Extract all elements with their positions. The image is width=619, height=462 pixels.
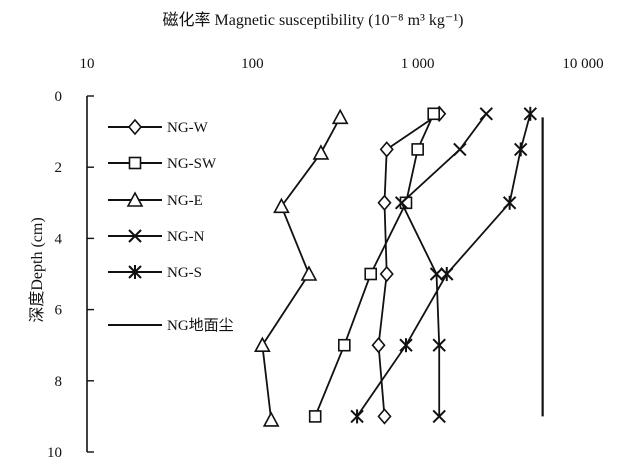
data-point [273, 197, 290, 214]
data-point [364, 267, 378, 281]
legend-item-ng-sw: NG-SW [108, 156, 217, 172]
series-line [400, 113, 487, 417]
data-point [432, 409, 446, 424]
x-tick-label: 10 [80, 56, 95, 72]
y-tick-label: 6 [55, 303, 63, 319]
x-tick-label: 1 000 [401, 56, 435, 72]
data-point [440, 267, 454, 281]
y-tick-label: 10 [47, 445, 62, 461]
series-ng-e [254, 108, 349, 427]
x-axis-ticks: 10 100 1 000 10 000 [80, 56, 604, 72]
legend-label: NG-W [167, 120, 209, 136]
data-point [377, 194, 392, 212]
data-point [514, 142, 528, 157]
legend-marker [128, 229, 142, 243]
data-point [427, 107, 440, 121]
data-point [371, 336, 386, 354]
data-point [254, 336, 271, 353]
legend-item-ng-s: NG-S [108, 265, 202, 281]
legend-item-ng-w: NG-W [108, 118, 209, 136]
y-tick-label: 0 [55, 89, 63, 105]
data-point [479, 107, 493, 121]
x-tick-label: 100 [241, 56, 264, 72]
legend-label: NG-N [167, 229, 205, 245]
data-point [502, 195, 517, 210]
series-ng-s [350, 106, 538, 424]
series-ng-w [371, 105, 447, 425]
series-line [261, 116, 341, 421]
y-tick-label: 2 [55, 160, 63, 176]
series-layer [254, 105, 544, 427]
series-line [356, 113, 532, 417]
y-axis: 0 2 4 6 8 10 [47, 89, 94, 461]
data-point [453, 142, 467, 157]
x-axis-title: 磁化率 Magnetic susceptibility (10⁻⁸ m³ kg⁻… [163, 11, 464, 29]
data-point [432, 338, 446, 352]
y-tick-label: 4 [55, 231, 63, 247]
legend-marker [127, 118, 143, 136]
data-point [377, 408, 392, 425]
legend-item-ng: NG地面尘 [108, 317, 234, 334]
x-tick-label: 10 000 [562, 56, 603, 72]
data-point [399, 338, 413, 353]
y-axis-title: 深度Depth (cm) [28, 217, 46, 322]
legend-marker [128, 156, 142, 170]
legend-label: NG-E [167, 193, 203, 209]
data-point [308, 410, 322, 423]
series-ng-n [394, 107, 493, 424]
data-point [523, 106, 538, 121]
y-tick-label: 8 [55, 374, 63, 390]
data-point [379, 265, 394, 283]
series-ng-sw [308, 107, 440, 423]
legend-marker [126, 191, 144, 207]
data-point [394, 196, 409, 210]
legend-item-ng-e: NG-E [108, 191, 203, 209]
series-line [314, 113, 435, 417]
series-line [377, 113, 440, 417]
data-point [331, 108, 349, 125]
data-point [312, 144, 330, 160]
legend-label: NG-SW [167, 156, 217, 172]
data-point [338, 338, 351, 352]
legend-marker [128, 265, 142, 279]
data-point [411, 143, 424, 156]
legend: NG-W NG-SW NG-E NG-N NG-S NG地面尘 [108, 118, 234, 334]
legend-label: NG-S [167, 265, 202, 281]
legend-label: NG地面尘 [167, 317, 234, 334]
data-point [379, 141, 394, 158]
data-point [300, 265, 318, 281]
data-point [350, 409, 364, 424]
data-point [429, 267, 444, 281]
data-point [262, 411, 280, 427]
legend-item-ng-n: NG-N [108, 229, 205, 245]
